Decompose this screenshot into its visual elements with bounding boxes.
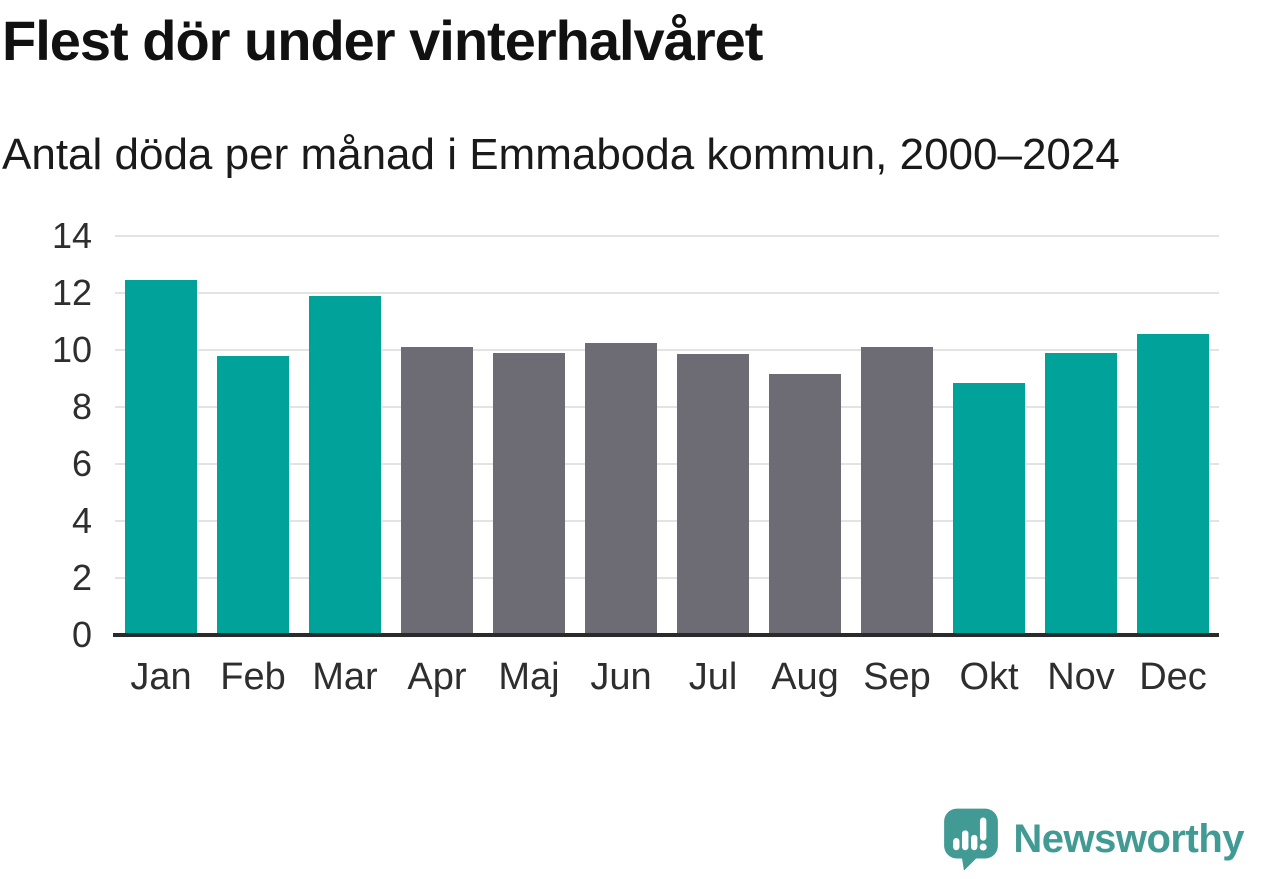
bar-slot-jun: [575, 236, 667, 635]
x-tick-label-nov: Nov: [1047, 656, 1115, 698]
y-tick-label: 14: [51, 215, 92, 256]
bar-dec: [1136, 334, 1210, 635]
x-tick-label-jun: Jun: [590, 656, 652, 698]
brand-name: Newsworthy: [1013, 816, 1244, 861]
x-tick-label-apr: Apr: [407, 656, 467, 698]
x-axis-line: [113, 633, 1219, 637]
y-tick-label: 6: [71, 443, 92, 484]
bar-feb: [216, 355, 290, 635]
x-tick-label-dec: Dec: [1139, 656, 1207, 698]
gridline-y-14: [115, 235, 1219, 237]
bar-slot-nov: [1035, 236, 1127, 635]
bar-slot-feb: [207, 236, 299, 635]
bar-jul: [676, 354, 750, 635]
bar-slot-apr: [391, 236, 483, 635]
y-tick-label: 4: [71, 500, 92, 542]
x-tick-label-jul: Jul: [688, 656, 738, 698]
bar-slot-jul: [667, 236, 759, 635]
bar-slot-dec: [1127, 236, 1219, 635]
bar-jan: [124, 280, 198, 635]
bar-slot-okt: [943, 236, 1035, 635]
bar-jun: [584, 342, 658, 635]
x-tick-label-feb: Feb: [220, 656, 286, 698]
x-tick-label-okt: Okt: [959, 656, 1019, 698]
x-tick-label-jan: Jan: [130, 656, 192, 698]
bar-series: [115, 236, 1219, 635]
bar-slot-sep: [851, 236, 943, 635]
y-tick-label: 12: [51, 272, 92, 313]
y-axis-tick-labels: 0 2 4 6 8 10 12 14: [28, 218, 92, 653]
newsworthy-logo-icon: [939, 806, 1003, 872]
gridline-y-6: [115, 463, 1219, 465]
gridline-y-2: [115, 577, 1219, 580]
y-tick-label: 10: [51, 329, 92, 370]
y-tick-label: 2: [71, 557, 92, 599]
bar-maj: [492, 352, 566, 635]
brand-footer: Newsworthy: [939, 806, 1244, 872]
x-tick-label-aug: Aug: [771, 656, 839, 698]
bar-okt: [952, 382, 1026, 635]
x-tick-label-maj: Maj: [498, 656, 560, 698]
bar-mar: [308, 295, 382, 635]
gridline-y-4: [115, 520, 1219, 523]
gridline-y-12: [115, 292, 1219, 294]
x-tick-label-sep: Sep: [863, 656, 931, 698]
y-tick-label: 8: [71, 386, 92, 428]
chart-title: Flest dör under vinterhalvåret: [2, 9, 763, 72]
x-axis-tick-labels: Jan Feb Mar Apr Maj Jun Jul Aug Sep Okt Nov Dec: [115, 656, 1219, 699]
chart-subtitle: Antal döda per månad i Emmaboda kommun, …: [2, 130, 1120, 179]
bar-sep: [860, 347, 934, 635]
gridline-y-10: [115, 349, 1219, 351]
bar-nov: [1044, 352, 1118, 635]
bar-apr: [400, 347, 474, 635]
y-tick-label: 0: [71, 614, 92, 655]
bar-slot-aug: [759, 236, 851, 635]
gridline-y-8: [115, 406, 1219, 409]
x-tick-label-mar: Mar: [312, 656, 378, 698]
bar-slot-mar: [299, 236, 391, 635]
bar-slot-jan: [115, 236, 207, 635]
bar-aug: [768, 374, 842, 635]
bar-slot-maj: [483, 236, 575, 635]
plot-area: [113, 235, 1219, 637]
